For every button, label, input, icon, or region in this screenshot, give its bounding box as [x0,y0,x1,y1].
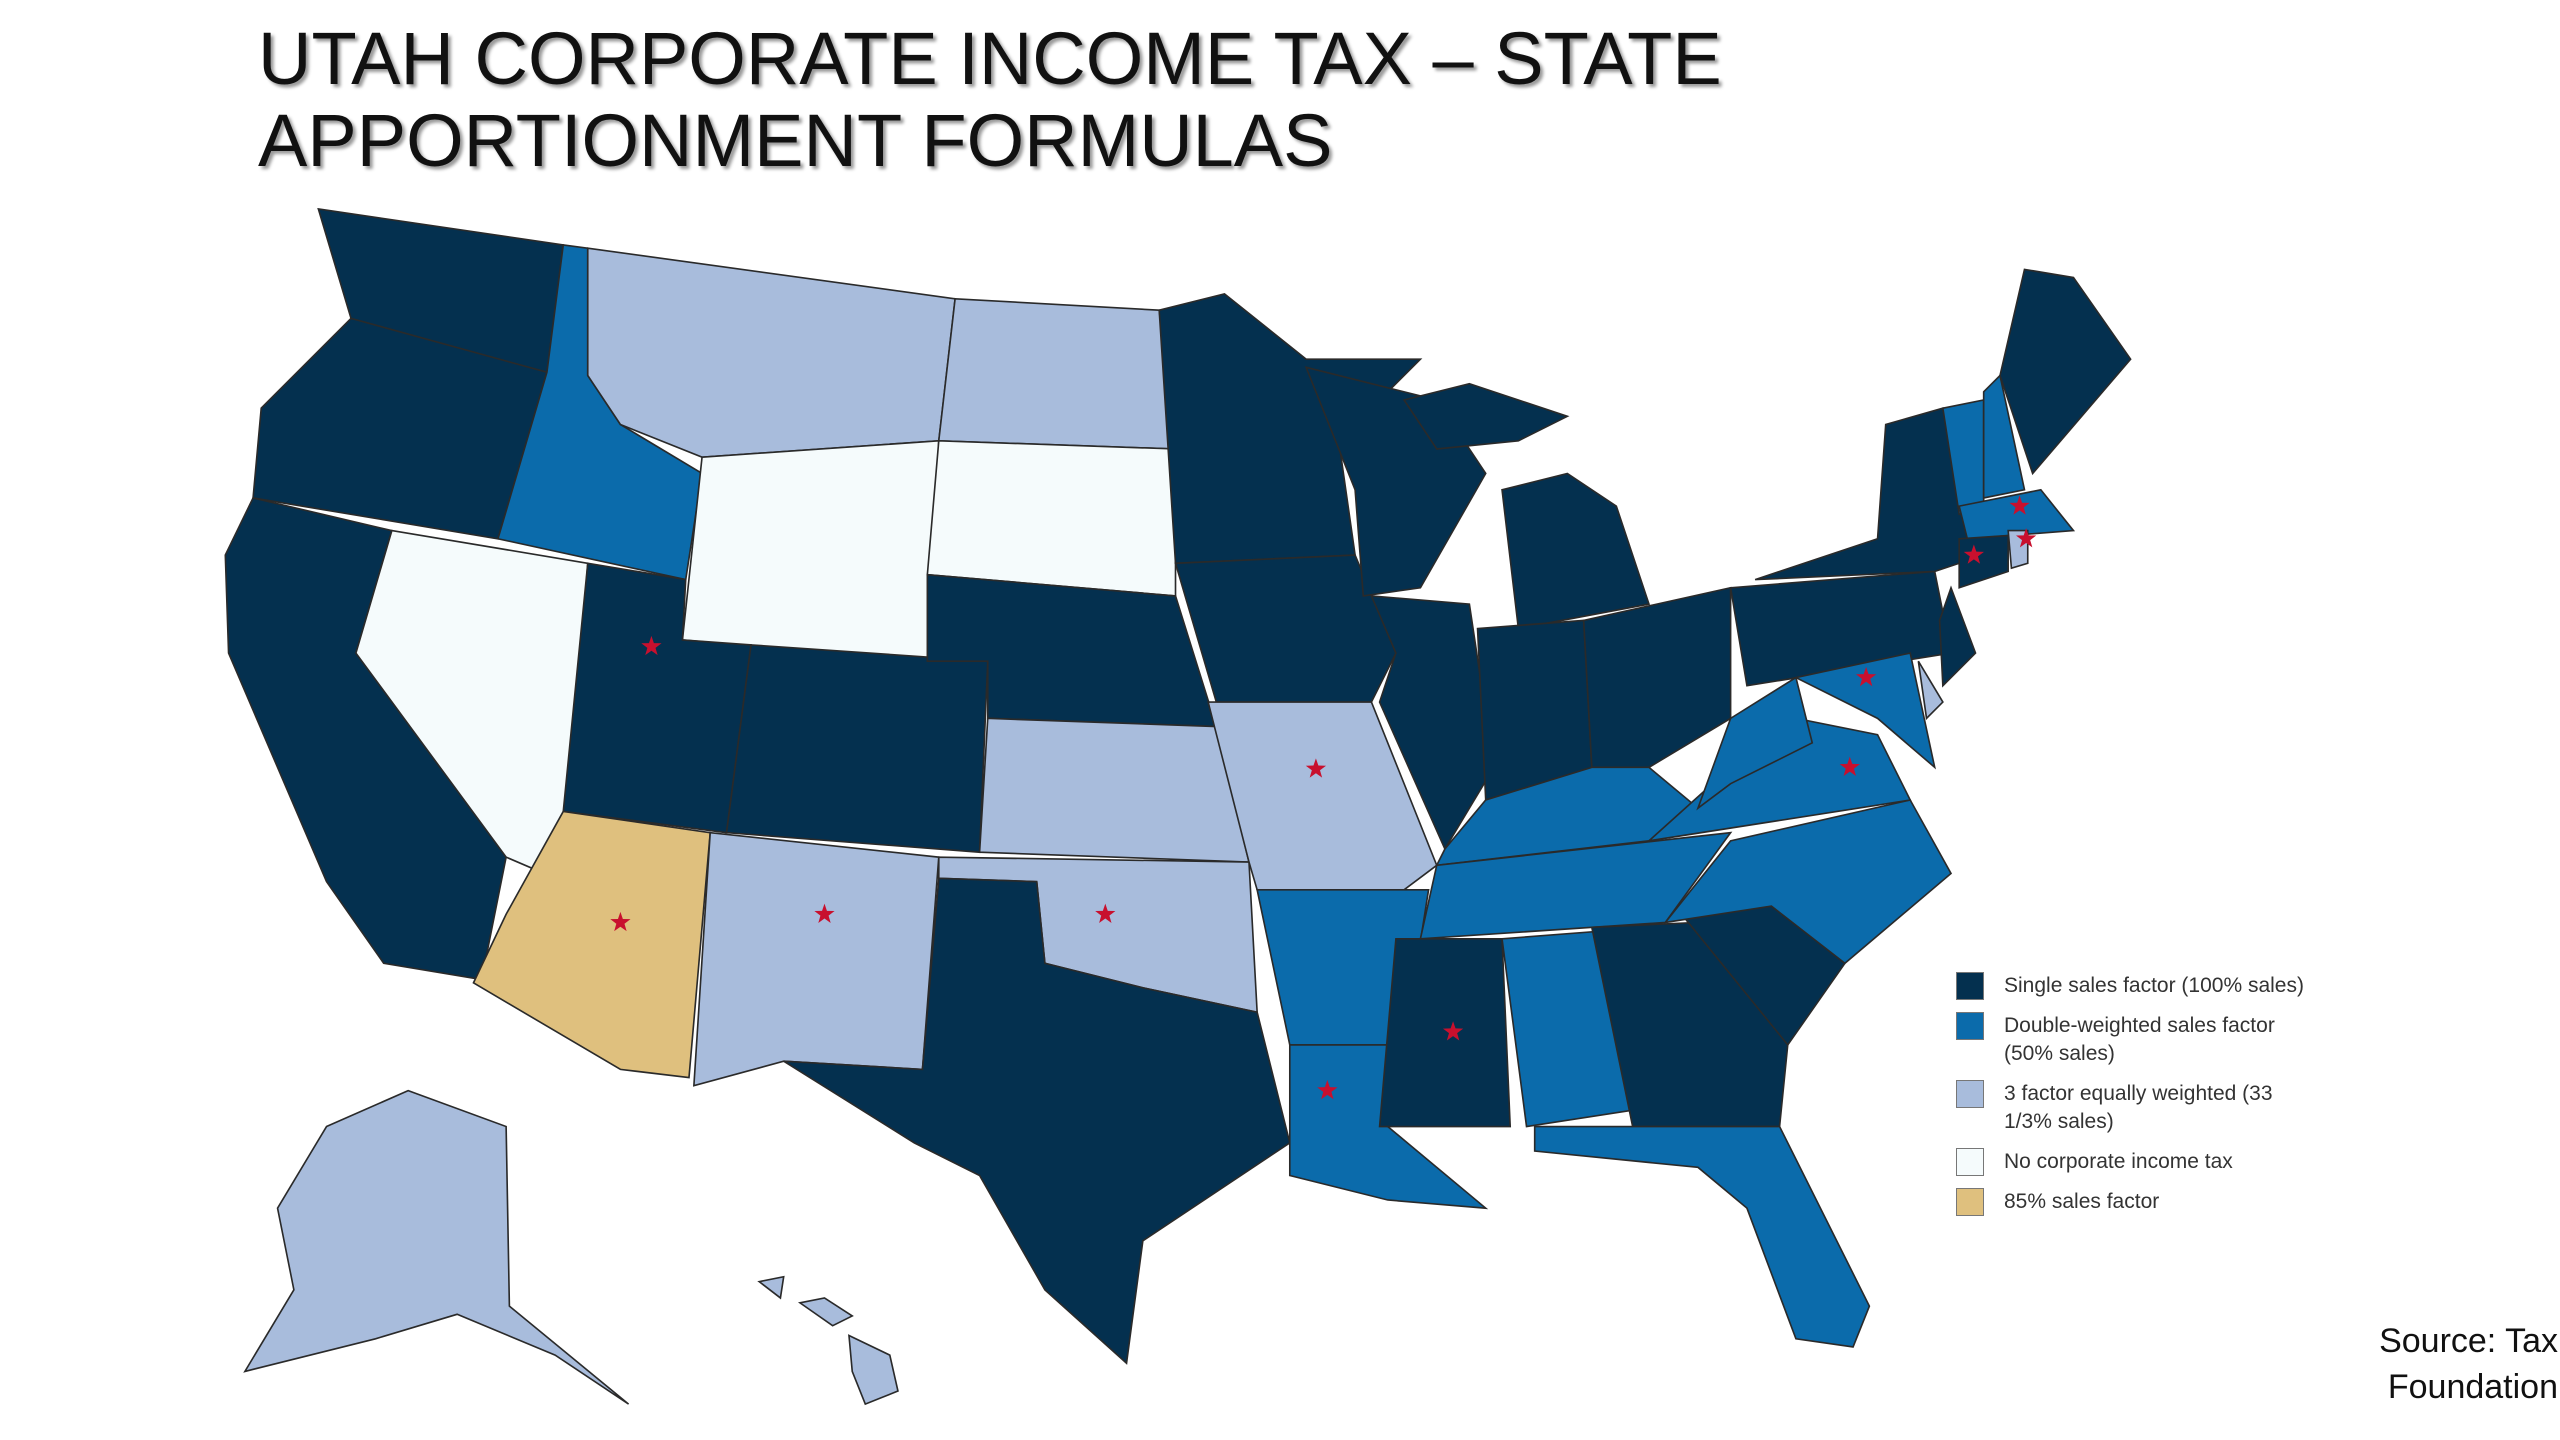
legend-swatch [1956,972,1984,1000]
legend-item: Double-weighted sales factor (50% sales) [1956,1012,2336,1068]
state [1793,652,1936,770]
state [1982,373,2026,499]
state [848,1334,899,1406]
state [1696,676,1814,811]
star-marker [1839,756,1860,776]
state [681,439,940,663]
legend-item: 3 factor equally weighted (33 1/3% sales… [1956,1080,2336,1136]
state [783,877,1291,1365]
state [692,831,940,1087]
state [725,644,989,854]
star-marker [1095,903,1116,923]
star-marker [610,911,631,932]
legend-swatch [1956,1012,1984,1040]
state [1663,799,1953,965]
state [586,247,957,458]
state [757,1275,785,1300]
state [1754,407,1969,581]
star-marker [2016,528,2037,548]
state [1590,921,1789,1128]
state [252,317,548,540]
legend-item: No corporate income tax [1956,1148,2336,1176]
legend-label: 3 factor equally weighted (33 1/3% sales… [2004,1082,2273,1133]
state [797,1297,854,1327]
star-marker [1856,666,1877,687]
legend-swatch [1956,1080,1984,1108]
title: UTAH CORPORATE INCOME TAX – STATE APPORT… [258,17,1722,182]
state [1402,382,1570,450]
star-marker [2009,495,2030,515]
legend-item: 85% sales factor [1956,1188,2336,1216]
state [1501,472,1651,630]
legend-swatch [1956,1188,1984,1216]
state [1378,937,1512,1128]
star-marker [1442,1021,1464,1041]
star-marker [641,635,662,656]
legend-label: No corporate income tax [2004,1150,2233,1173]
state [978,717,1251,863]
state [926,439,1177,597]
star-marker [1317,1080,1338,1100]
state [1958,488,2076,540]
legend-swatch [1956,1148,1984,1176]
state [1958,534,2009,589]
state [1938,585,1977,688]
star-marker [1963,544,1984,564]
source: Source: Tax Foundation [2379,1322,2558,1406]
legend-label: Single sales factor (100% sales) [2004,974,2304,997]
state [1533,1125,1871,1348]
state [1999,268,2132,476]
state [1174,554,1397,703]
state [243,1089,630,1405]
legend-item: Single sales factor (100% sales) [1956,972,2336,1000]
legend-label: Double-weighted sales factor (50% sales) [2004,1014,2275,1065]
state [937,297,1177,450]
legend-label: 85% sales factor [2004,1190,2160,1213]
state [1917,660,1944,721]
legend: Single sales factor (100% sales) Double-w… [1956,972,2336,1228]
star-marker [814,903,835,923]
state [1582,586,1732,769]
star-marker [1305,758,1327,778]
